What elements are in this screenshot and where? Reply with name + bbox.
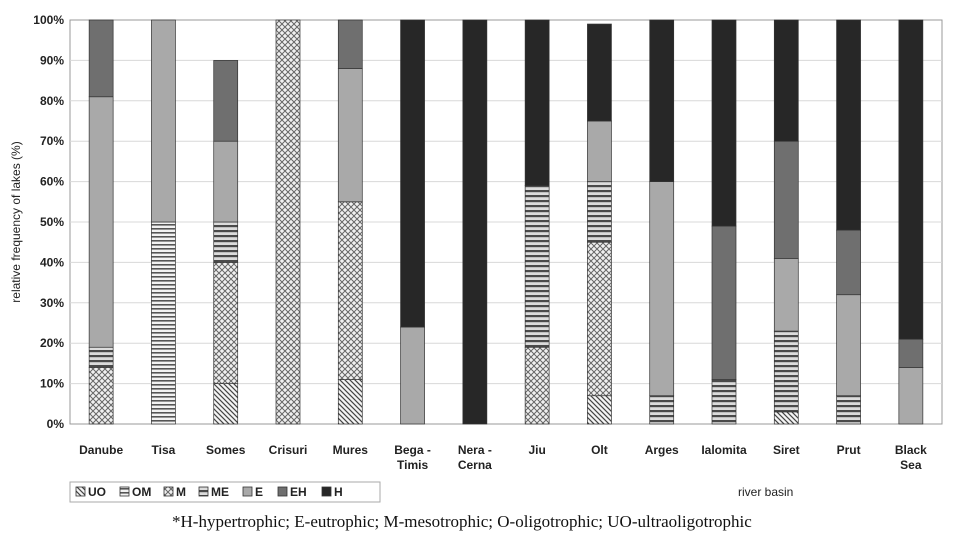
y-tick-labels: 0% 10% 20% 30% 40% 50% 60% 70% 80% 90% 100% xyxy=(33,13,64,431)
x-tick-label: Tisa xyxy=(152,443,176,457)
bar-segment-E xyxy=(337,68,363,203)
bar-segment-ME xyxy=(649,395,675,425)
bar-segment-E xyxy=(649,181,675,397)
x-tick-label: Olt xyxy=(591,443,608,457)
bar-segment-ME xyxy=(836,395,861,425)
legend-label-E: E xyxy=(255,485,263,499)
y-tick-label: 10% xyxy=(40,377,64,391)
bar-segment-M xyxy=(587,241,612,397)
x-tick-label: Mures xyxy=(333,443,369,457)
bar-segment-EH xyxy=(213,60,239,142)
bar-segment-E xyxy=(151,19,176,223)
footnote: *H-hypertrophic; E-eutrophic; M-mesotrop… xyxy=(172,512,752,531)
bar-segment-EH xyxy=(773,140,799,259)
y-tick-label: 50% xyxy=(40,215,64,229)
bar-segment-EH xyxy=(898,338,924,368)
bar-segment-ME xyxy=(711,379,737,425)
bar-segment-UO xyxy=(773,411,799,425)
x-tick-labels: Danube Tisa Somes Crisuri Mures Bega -Timis Ne… xyxy=(79,443,927,472)
x-tick-label: Siret xyxy=(773,443,800,457)
legend-label-M: M xyxy=(176,485,186,499)
bar-segment-EH xyxy=(337,19,363,69)
bar-segment-EH xyxy=(711,225,737,380)
bar-segment-H xyxy=(649,19,675,182)
legend-box xyxy=(69,481,381,503)
legend-swatch-ME xyxy=(198,486,209,497)
bar-segment-E xyxy=(88,96,114,348)
bar-segment-M xyxy=(275,19,301,425)
legend-swatch-H xyxy=(321,486,332,497)
legend-label-EH: EH xyxy=(290,485,307,499)
y-tick-label: 20% xyxy=(40,336,64,350)
bar-segment-M xyxy=(524,346,550,425)
bar-segment-H xyxy=(898,19,924,340)
x-tick-label: Arges xyxy=(645,443,679,457)
bar-segment-M xyxy=(88,367,114,425)
bar-segment-ME xyxy=(213,221,239,263)
bar-segment-E xyxy=(836,294,861,397)
bar-segment-UO xyxy=(587,395,612,425)
bar-segment-ME xyxy=(88,346,114,368)
legend-label-UO: UO xyxy=(88,485,106,499)
x-tick-label: Somes xyxy=(206,443,246,457)
bar-segment-EH xyxy=(88,19,114,98)
bar-segment-E xyxy=(898,367,924,425)
bar-segment-EH xyxy=(836,229,861,296)
bar-segment-E xyxy=(587,120,612,182)
bar-segment-ME xyxy=(524,185,550,348)
y-tick-label: 70% xyxy=(40,134,64,148)
bar-segment-UO xyxy=(213,383,239,425)
bar-segment-H xyxy=(711,19,737,227)
bar-segment-M xyxy=(337,201,363,380)
bar-segment-ME xyxy=(587,181,612,243)
legend-label-H: H xyxy=(334,485,343,499)
x-tick-label: Bega -Timis xyxy=(394,443,431,472)
y-tick-label: 30% xyxy=(40,296,64,310)
bar-segment-H xyxy=(462,19,488,425)
bar-segment-H xyxy=(836,19,861,231)
x-tick-label: Danube xyxy=(79,443,123,457)
y-tick-label: 40% xyxy=(40,255,64,269)
bar-segment-ME xyxy=(773,330,799,413)
legend-label-OM: OM xyxy=(132,485,151,499)
legend-swatch-M xyxy=(163,486,174,497)
y-tick-label: 60% xyxy=(40,175,64,189)
x-tick-label: Prut xyxy=(837,443,861,457)
bar-segment-H xyxy=(773,19,799,142)
bar-segment-UO xyxy=(337,379,363,425)
x-tick-label: Black Sea xyxy=(895,443,927,472)
x-tick-label: Nera -Cerna xyxy=(458,443,492,472)
y-tick-label: 0% xyxy=(47,417,65,431)
bar-segment-H xyxy=(587,23,612,122)
bar-segment-E xyxy=(400,326,425,425)
y-tick-label: 90% xyxy=(40,53,64,67)
x-tick-label: Jiu xyxy=(528,443,545,457)
legend-swatch-E xyxy=(242,486,253,497)
legend-swatch-UO xyxy=(75,486,86,497)
legend-swatch-OM xyxy=(119,486,130,497)
legend-swatch-EH xyxy=(277,486,288,497)
stacked-bar-chart: 0% 10% 20% 30% 40% 50% 60% 70% 80% 90% 100% Danube… xyxy=(9,13,943,503)
x-tick-label: Ialomita xyxy=(701,443,747,457)
bar-segment-E xyxy=(773,258,799,332)
bar-segment-H xyxy=(400,19,425,328)
y-tick-label: 100% xyxy=(33,13,64,27)
y-tick-label: 80% xyxy=(40,94,64,108)
x-axis-title: river basin xyxy=(738,485,793,499)
y-axis-title: relative frequency of lakes (%) xyxy=(9,141,23,302)
bar-segment-M xyxy=(213,262,239,384)
legend: UO OM M ME E EH H xyxy=(69,481,381,503)
bars xyxy=(88,19,924,425)
bar-segment-H xyxy=(524,19,550,186)
bar-segment-OM xyxy=(151,221,176,425)
legend-label-ME: ME xyxy=(211,485,229,499)
bar-segment-E xyxy=(213,140,239,223)
x-tick-label: Crisuri xyxy=(269,443,308,457)
